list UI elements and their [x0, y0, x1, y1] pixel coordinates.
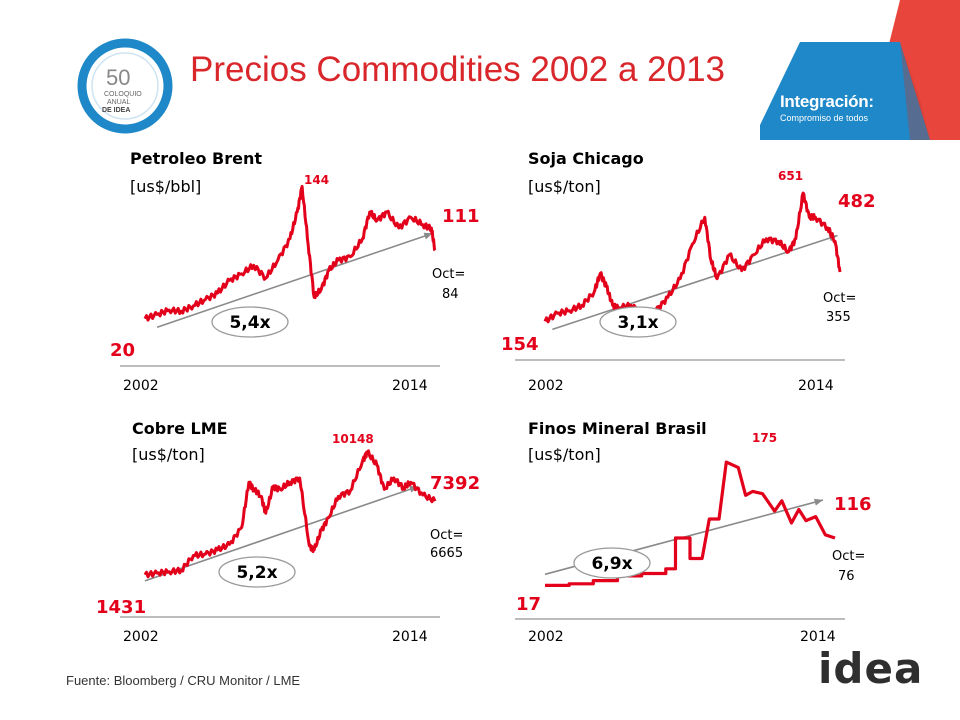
cobre-price-line — [143, 449, 437, 579]
idea-logo: idea — [818, 644, 924, 693]
soja-price-line — [543, 191, 842, 324]
soja-start-value: 154 — [501, 334, 539, 355]
brent-peak-value: 144 — [304, 173, 329, 187]
logo-inner-ring — [91, 52, 159, 120]
finos-chart-title: Finos Mineral Brasil — [528, 419, 707, 438]
soja-oct-label: Oct= — [823, 291, 856, 306]
cobre-chart-title: Cobre LME — [132, 419, 228, 438]
brent-x-tick-start: 2002 — [123, 378, 159, 394]
brent-multiplier-label: 5,4x — [229, 313, 270, 333]
cobre-trend-line — [144, 485, 419, 582]
soja-oct-value: 355 — [826, 310, 851, 325]
banner-text: Integración: Compromiso de todos — [780, 92, 874, 123]
finos-x-tick-end: 2014 — [800, 629, 836, 645]
brent-oct-value: 84 — [442, 287, 459, 302]
brent-chart-unit: [us$/bbl] — [130, 177, 201, 196]
cobre-multiplier-bubble — [218, 556, 296, 588]
soja-multiplier-label: 3,1x — [617, 313, 658, 333]
source-footer: Fuente: Bloomberg / CRU Monitor / LME — [66, 673, 301, 688]
cobre-oct-value: 6665 — [430, 546, 463, 561]
finos-oct-value: 76 — [838, 569, 855, 584]
finos-price-line — [545, 460, 836, 588]
cobre-multiplier-label: 5,2x — [236, 563, 277, 583]
coloquio-50-logo: 50 COLOQUIO ANUAL DE IDEA — [77, 38, 173, 134]
logo-line-1: COLOQUIO — [104, 91, 142, 98]
logo-line-2: ANUAL — [107, 99, 130, 106]
cobre-chart-unit: [us$/ton] — [132, 445, 205, 464]
finos-peak-value: 175 — [752, 431, 777, 445]
logo-number: 50 — [106, 65, 130, 90]
brent-trend-arrow — [423, 232, 433, 240]
finos-start-value: 17 — [516, 594, 541, 615]
slide-title: Precios Commodities 2002 a 2013 — [190, 50, 726, 89]
brent-chart-title: Petroleo Brent — [130, 149, 262, 168]
cobre-peak-value: 10148 — [332, 432, 374, 446]
banner-subtitle: Compromiso de todos — [780, 113, 869, 123]
brent-end-value: 111 — [442, 206, 480, 227]
integracion-banner — [760, 0, 960, 140]
soja-peak-value: 651 — [778, 169, 803, 183]
cobre-x-tick-start: 2002 — [123, 629, 159, 645]
banner-title: Integración: — [780, 92, 874, 111]
finos-chart-unit: [us$/ton] — [528, 445, 601, 464]
soja-x-tick-end: 2014 — [798, 378, 834, 394]
finos-multiplier-label: 6,9x — [591, 554, 632, 574]
brent-x-tick-end: 2014 — [392, 378, 428, 394]
soja-end-value: 482 — [838, 191, 876, 212]
brent-trend-line — [156, 232, 433, 328]
soja-chart-unit: [us$/ton] — [528, 177, 601, 196]
cobre-x-tick-end: 2014 — [392, 629, 428, 645]
finos-x-tick-start: 2002 — [528, 629, 564, 645]
soja-chart-title: Soja Chicago — [528, 149, 644, 168]
brent-oct-label: Oct= — [432, 267, 465, 282]
logo-ring — [77, 38, 173, 134]
finos-multiplier-bubble — [573, 547, 651, 579]
cobre-end-value: 7392 — [430, 473, 480, 494]
logo-line-3: DE IDEA — [102, 107, 130, 114]
soja-multiplier-bubble — [599, 306, 677, 338]
finos-oct-label: Oct= — [832, 549, 865, 564]
soja-trend-line — [552, 234, 838, 331]
brent-multiplier-bubble — [211, 306, 289, 338]
cobre-oct-label: Oct= — [430, 528, 463, 543]
soja-x-tick-start: 2002 — [528, 378, 564, 394]
brent-start-value: 20 — [110, 340, 135, 361]
brent-price-line — [143, 184, 437, 322]
finos-end-value: 116 — [834, 494, 872, 515]
finos-trend-arrow — [814, 498, 823, 506]
cobre-start-value: 1431 — [96, 597, 146, 618]
banner-blue-shape — [760, 42, 930, 140]
banner-fold — [900, 42, 930, 140]
